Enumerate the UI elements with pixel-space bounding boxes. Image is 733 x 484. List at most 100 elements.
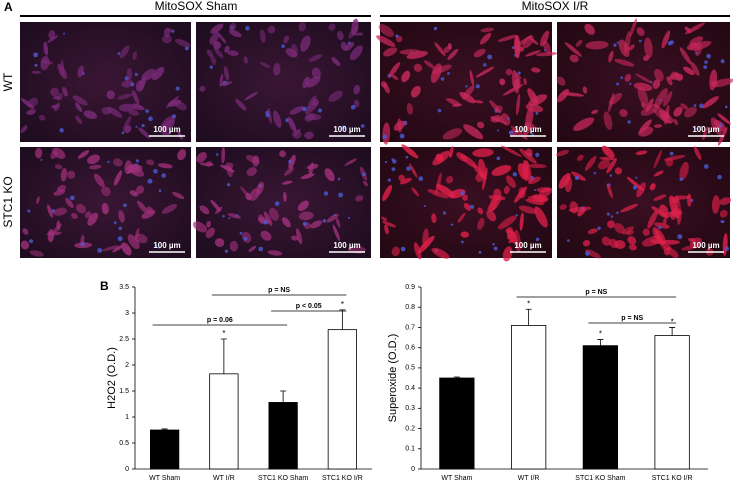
cell: [608, 50, 614, 63]
cell: [126, 165, 141, 175]
cell: [459, 92, 476, 104]
error-bar: [597, 339, 604, 346]
y-axis-label: H2O2 (O.D.): [106, 347, 118, 409]
nucleus: [263, 220, 268, 225]
nucleus: [384, 160, 388, 164]
cell: [162, 203, 178, 214]
cell: [671, 195, 691, 200]
cell: [177, 149, 187, 161]
y-tick-label: 3.5: [119, 284, 129, 291]
cell: [689, 36, 704, 46]
cell: [302, 76, 310, 89]
cell: [396, 35, 403, 43]
cell: [477, 207, 484, 215]
cell: [647, 210, 658, 229]
nucleus: [475, 84, 480, 89]
cell: [489, 196, 498, 212]
cell: [54, 164, 63, 170]
nucleus: [535, 112, 539, 115]
nucleus: [360, 124, 365, 128]
cell: [606, 158, 617, 174]
nucleus: [511, 46, 515, 49]
cell: [434, 42, 446, 57]
nucleus: [566, 239, 570, 242]
y-axis-label: Superoxide (O.D.): [387, 334, 399, 423]
cell: [489, 100, 502, 114]
cell: [669, 195, 680, 219]
cell: [673, 106, 683, 117]
cell: [46, 231, 62, 236]
cell: [298, 21, 307, 32]
nucleus: [161, 173, 167, 178]
nucleus: [145, 109, 149, 113]
cell: [711, 195, 720, 214]
cell: [161, 131, 171, 136]
nucleus: [258, 246, 264, 252]
cell: [538, 187, 552, 198]
y-tick-label: 2.5: [119, 336, 129, 343]
nucleus: [721, 220, 725, 224]
panel-label: A: [4, 0, 13, 14]
cell: [499, 78, 506, 86]
nucleus: [535, 237, 540, 242]
cell: [29, 250, 44, 257]
nucleus: [323, 191, 329, 196]
nucleus: [659, 98, 662, 102]
cell: [417, 235, 435, 254]
nucleus: [700, 125, 703, 129]
cell: [126, 68, 133, 81]
cell: [497, 215, 517, 230]
nucleus: [341, 125, 346, 130]
x-tick-label: STC1 KO Sham: [258, 475, 308, 482]
cell: [575, 39, 583, 47]
cell: [497, 34, 518, 42]
cell: [65, 197, 74, 208]
nucleus: [593, 171, 597, 175]
scale-label: 100 µm: [333, 125, 360, 134]
nucleus: [437, 108, 442, 113]
nucleus: [148, 116, 153, 122]
nucleus: [117, 236, 123, 242]
x-tick-label: WT Sham: [441, 475, 472, 482]
nucleus: [69, 195, 75, 201]
cell: [304, 131, 314, 140]
cell: [87, 154, 100, 165]
nucleus: [470, 204, 475, 209]
cell: [112, 158, 123, 167]
cell: [310, 220, 322, 229]
cell: [223, 66, 230, 81]
cell: [505, 227, 514, 234]
nucleus: [123, 203, 127, 208]
nucleus: [400, 246, 406, 252]
cell: [525, 199, 544, 206]
cell: [534, 206, 548, 228]
cell: [267, 25, 276, 34]
y-tick-label: 1: [125, 414, 129, 421]
cell: [653, 170, 664, 177]
cell: [89, 164, 102, 170]
nucleus: [40, 158, 43, 162]
cell: [139, 76, 147, 91]
nucleus: [465, 85, 468, 88]
cell: [663, 218, 667, 225]
cell: [152, 66, 165, 81]
cell: [344, 158, 358, 166]
nucleus: [175, 86, 180, 91]
cell: [525, 50, 542, 57]
cell: [165, 96, 179, 109]
nucleus: [610, 215, 614, 218]
y-tick-label: 3: [125, 310, 129, 317]
cell: [388, 62, 401, 78]
row-label: WT: [1, 72, 15, 91]
nucleus: [629, 82, 632, 86]
cell: [491, 165, 512, 176]
comparison-label: p = NS: [585, 289, 607, 296]
cell: [20, 125, 28, 133]
nucleus: [362, 172, 366, 177]
nucleus: [184, 46, 189, 51]
cell: [609, 238, 619, 249]
cell: [654, 88, 668, 108]
cell: [628, 44, 635, 51]
nucleus: [616, 211, 619, 215]
cell: [113, 170, 123, 186]
